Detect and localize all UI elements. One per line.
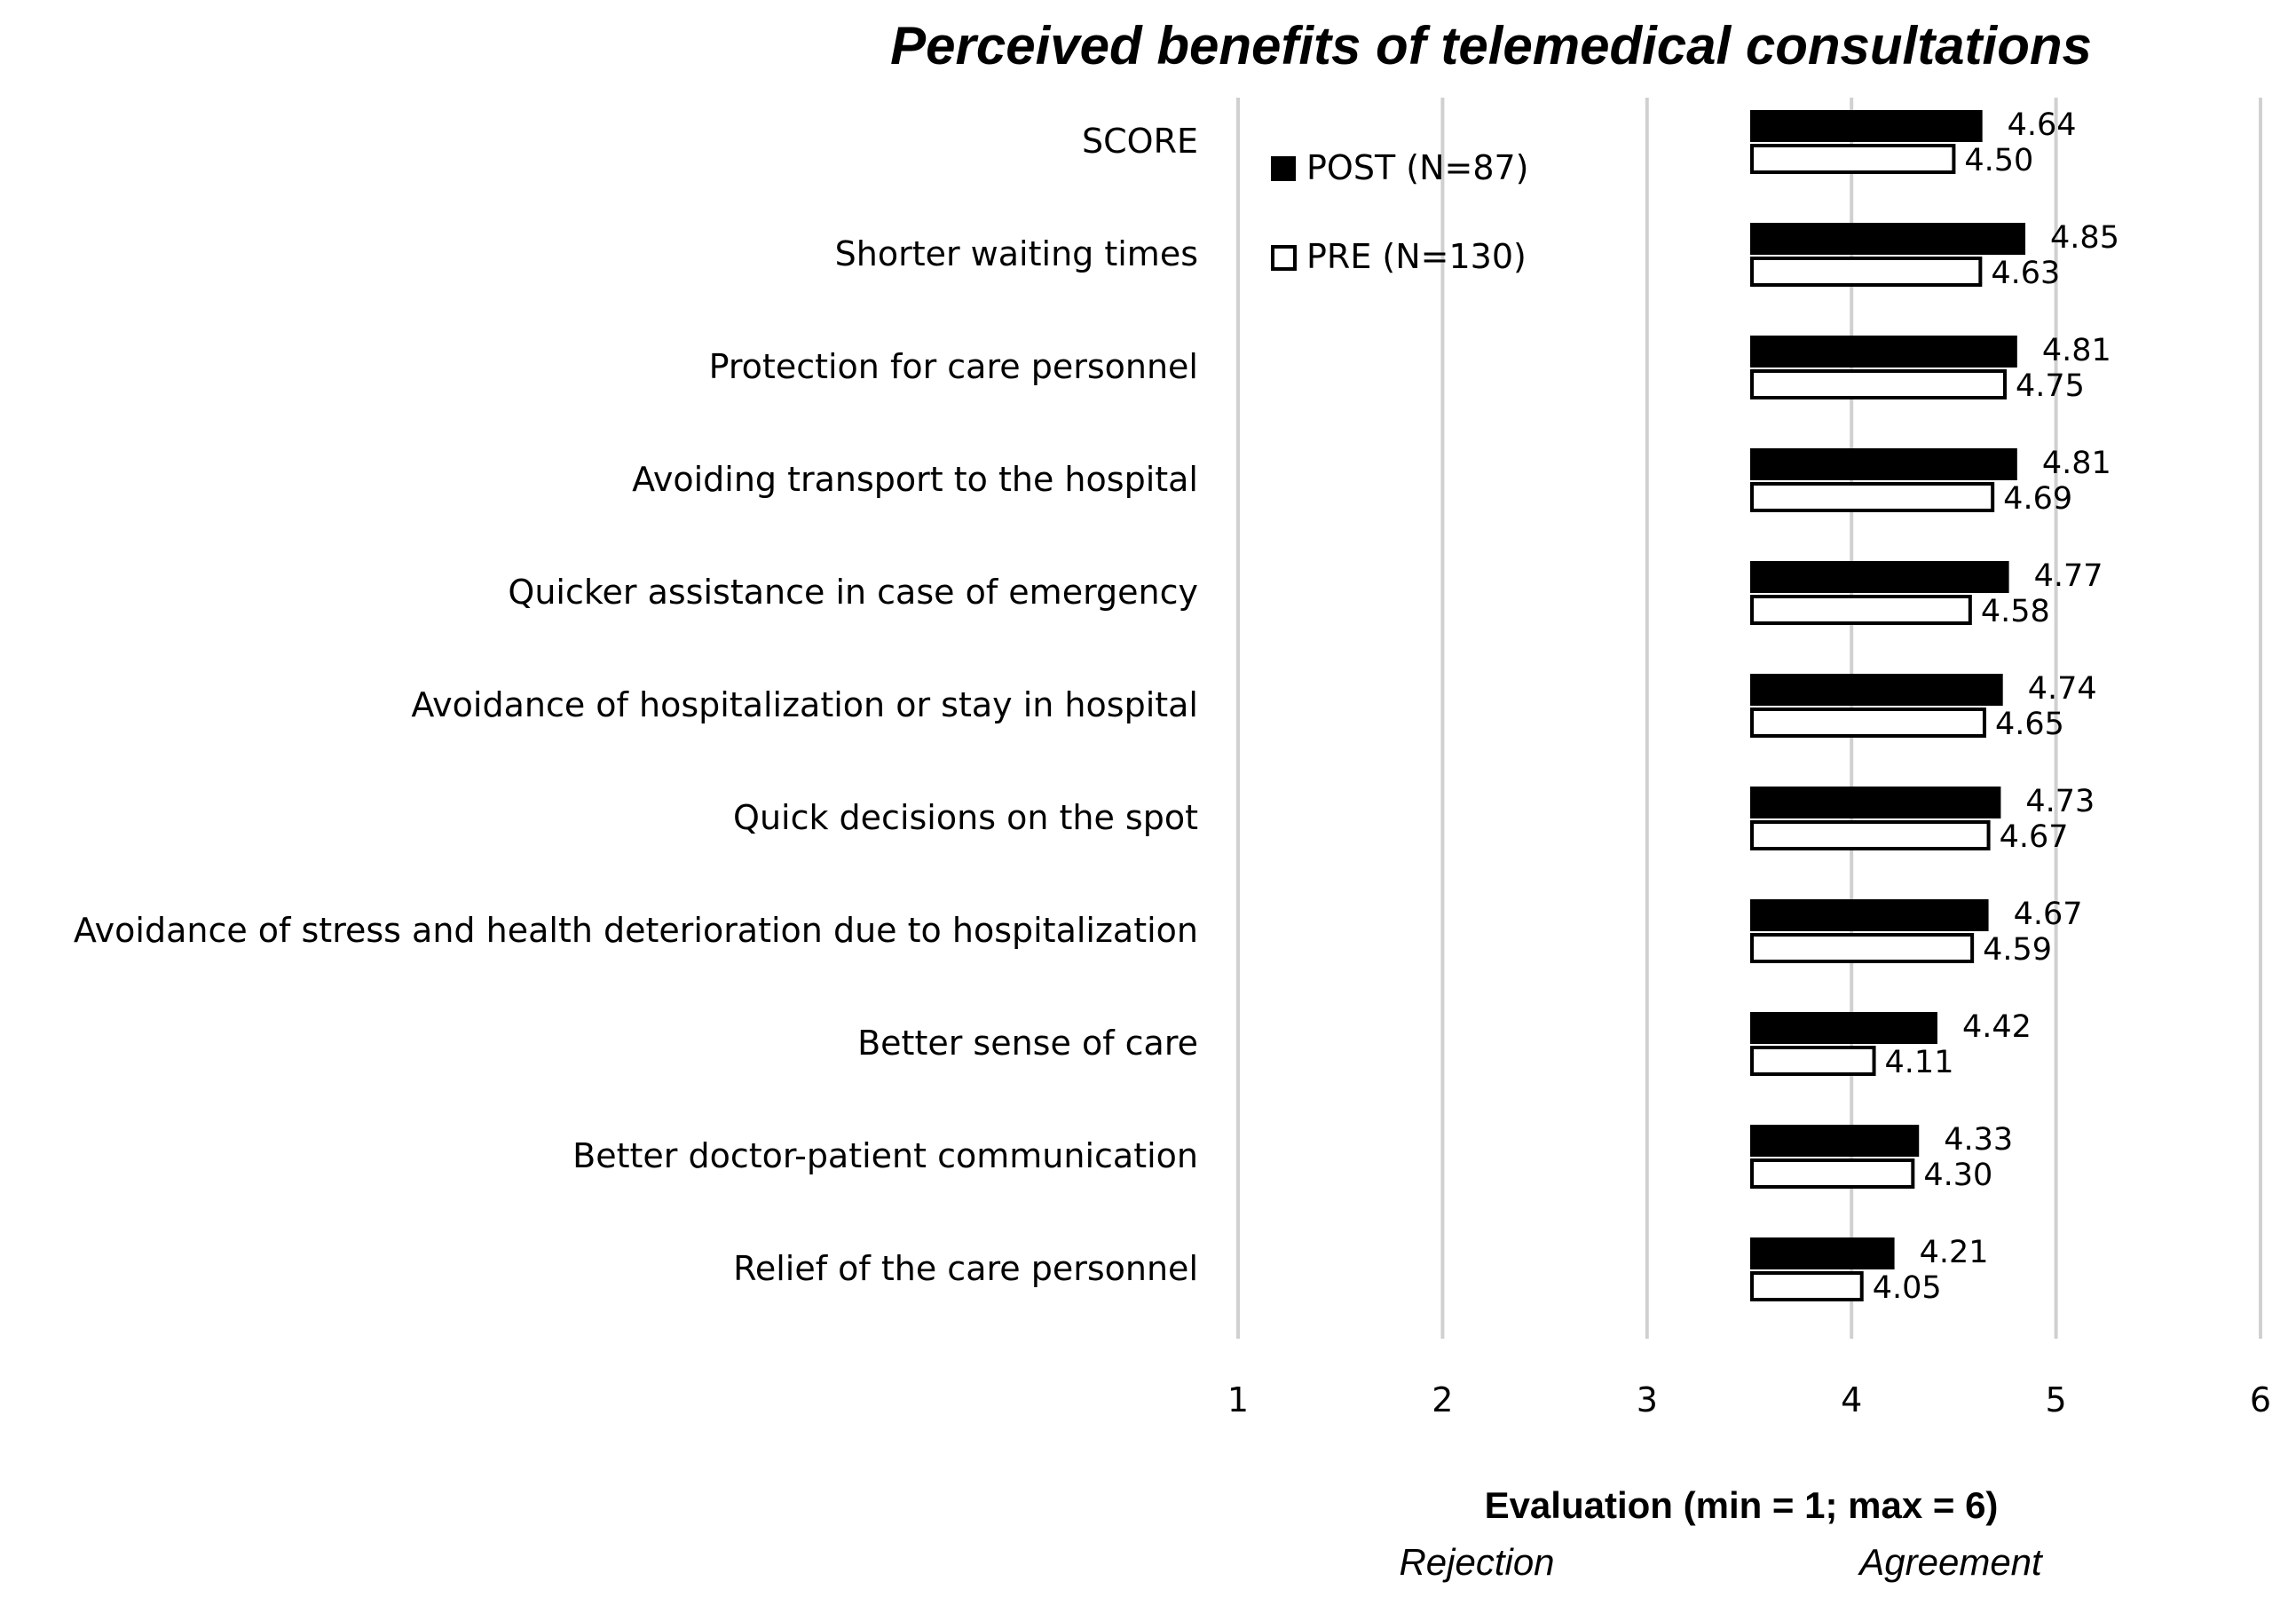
bar-post: [1750, 674, 2003, 706]
bar-pre: [1750, 1046, 1876, 1076]
chart-title: Perceived benefits of telemedical consul…: [890, 16, 2092, 75]
bar-post: [1750, 1125, 1920, 1157]
legend-label-pre: PRE (N=130): [1306, 237, 1527, 276]
gridlines: [1236, 98, 2262, 1339]
value-label-pre: 4.58: [1981, 594, 2050, 629]
x-tick-label: 1: [1227, 1380, 1249, 1419]
bar-pre: [1750, 1158, 1915, 1189]
bar-pre: [1750, 369, 2007, 399]
value-label-post: 4.74: [2028, 671, 2097, 707]
x-tick-labels: 1 2 3 4 5 6: [1227, 1380, 2271, 1419]
value-label-post: 4.77: [2034, 558, 2103, 594]
value-label-post: 4.21: [1920, 1235, 1989, 1270]
value-label-pre: 4.05: [1873, 1270, 1942, 1306]
category-labels: SCORE Shorter waiting times Protection for…: [74, 122, 1198, 1288]
bar-pre: [1750, 257, 1983, 287]
value-label-pre: 4.65: [1995, 707, 2064, 742]
legend-swatch-pre: [1271, 245, 1297, 271]
legend-label-post: POST (N=87): [1306, 148, 1529, 187]
value-label-pre: 4.11: [1885, 1045, 1954, 1080]
bar-pre: [1750, 482, 1995, 512]
category-label: SCORE: [1082, 122, 1198, 161]
bar-pre: [1750, 1271, 1864, 1301]
bar-post: [1750, 1012, 1937, 1044]
category-label: Protection for care personnel: [709, 347, 1198, 386]
bar-post: [1750, 223, 2026, 255]
bar-pre: [1750, 144, 1956, 174]
category-label: Quicker assistance in case of emergency: [508, 573, 1198, 612]
value-label-pre: 4.67: [2000, 819, 2069, 855]
value-label-pre: 4.59: [1983, 932, 2052, 968]
bar-post: [1750, 336, 2017, 368]
x-tick-label: 3: [1637, 1380, 1658, 1419]
bar-post: [1750, 448, 2017, 480]
legend: POST (N=87) PRE (N=130): [1253, 133, 1529, 289]
x-tick-label: 4: [1841, 1380, 1862, 1419]
category-label: Avoidance of stress and health deteriora…: [74, 911, 1198, 950]
x-axis-label: Evaluation (min = 1; max = 6): [1485, 1484, 1999, 1526]
value-label-pre: 4.69: [2003, 481, 2072, 517]
value-label-post: 4.81: [2042, 333, 2111, 368]
bar-post: [1750, 561, 2009, 593]
value-label-pre: 4.75: [2016, 368, 2085, 404]
value-label-post: 4.73: [2025, 784, 2095, 819]
bar-pre: [1750, 708, 1986, 738]
bar-pre: [1750, 820, 1991, 850]
bar-post: [1750, 899, 1989, 931]
value-label-post: 4.42: [1962, 1009, 2032, 1045]
scale-pole-right: Agreement: [1857, 1541, 2044, 1583]
bar-post: [1750, 110, 1983, 142]
value-label-post: 4.64: [2008, 107, 2077, 143]
scale-pole-left: Rejection: [1399, 1541, 1554, 1583]
value-label-pre: 4.63: [1991, 256, 2060, 291]
bars: 4.644.504.854.634.814.754.814.694.774.58…: [1750, 107, 2119, 1306]
bar-pre: [1750, 595, 1972, 625]
bar-post: [1750, 1237, 1895, 1269]
category-label: Quick decisions on the spot: [733, 798, 1198, 837]
category-label: Avoidance of hospitalization or stay in …: [411, 685, 1198, 724]
value-label-pre: 4.30: [1923, 1158, 1992, 1193]
value-label-pre: 4.50: [1964, 143, 2033, 178]
bar-pre: [1750, 933, 1975, 963]
value-label-post: 4.33: [1944, 1122, 2013, 1158]
category-label: Better sense of care: [857, 1024, 1198, 1063]
category-label: Relief of the care personnel: [733, 1249, 1198, 1288]
legend-swatch-post: [1271, 156, 1296, 181]
x-tick-label: 6: [2250, 1380, 2271, 1419]
bar-post: [1750, 787, 2001, 818]
value-label-post: 4.85: [2050, 220, 2119, 256]
category-label: Avoiding transport to the hospital: [632, 460, 1198, 499]
category-label: Shorter waiting times: [835, 234, 1198, 273]
x-tick-label: 2: [1432, 1380, 1453, 1419]
x-tick-label: 5: [2046, 1380, 2067, 1419]
category-label: Better doctor-patient communication: [572, 1136, 1198, 1175]
value-label-post: 4.67: [2014, 897, 2083, 932]
value-label-post: 4.81: [2042, 446, 2111, 481]
